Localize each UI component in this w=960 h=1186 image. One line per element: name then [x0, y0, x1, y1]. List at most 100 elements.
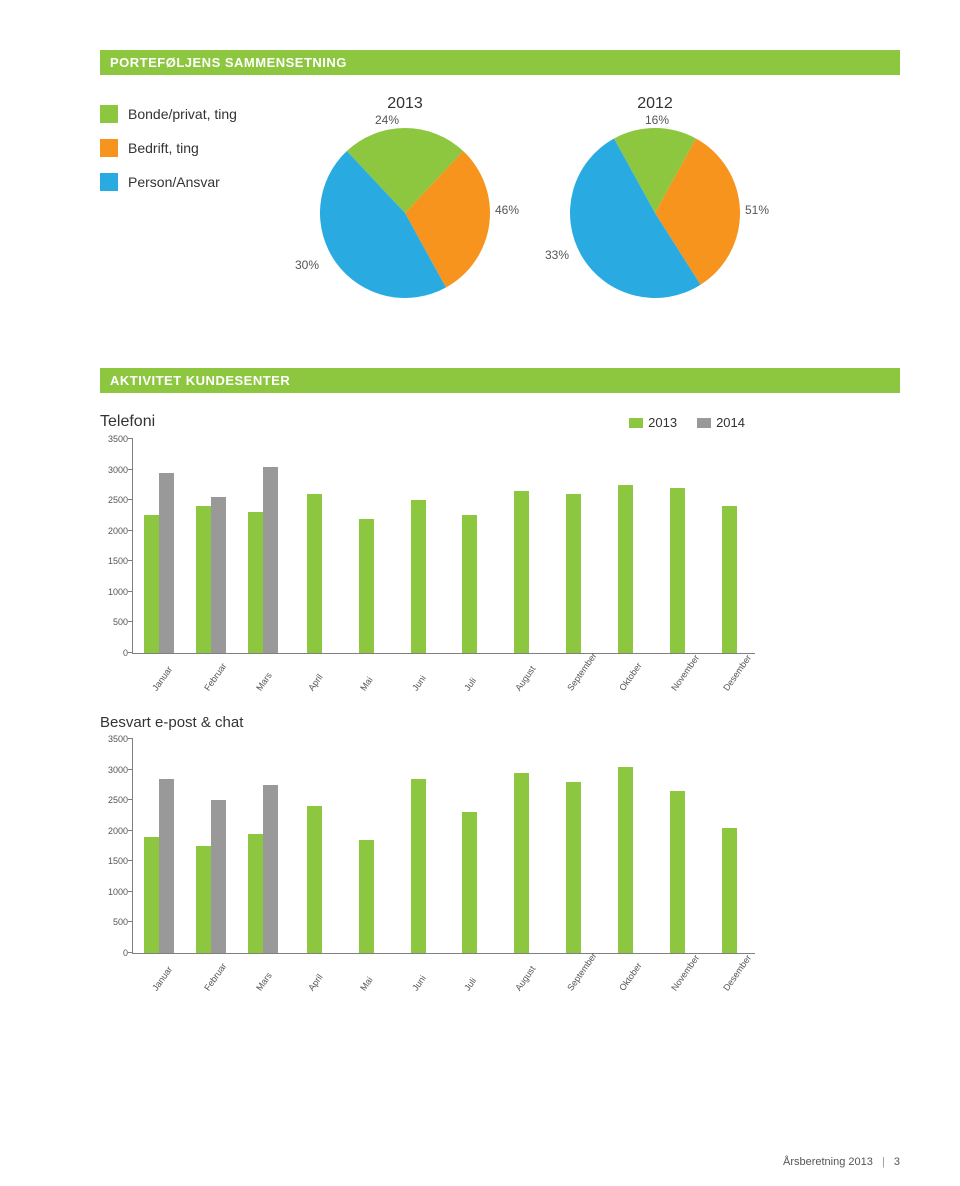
- bar-group: [340, 439, 392, 653]
- page-footer: Årsberetning 2013 | 3: [783, 1156, 900, 1168]
- y-tick-label: 1000: [108, 887, 133, 897]
- legend-swatch: [100, 173, 118, 191]
- y-tick-label: 500: [113, 917, 133, 927]
- pie-slice-label: 51%: [745, 203, 769, 217]
- bar-2014: [263, 467, 278, 653]
- x-labels: JanuarFebruarMarsAprilMaiJuniJuliAugustS…: [132, 658, 755, 674]
- bar-legend-label: 2013: [648, 415, 677, 430]
- pie-wrap: 16% 33% 51%: [570, 128, 740, 298]
- bar-2013: [566, 782, 581, 953]
- bars-container: [133, 739, 755, 953]
- y-tick-label: 2000: [108, 526, 133, 536]
- y-tick-label: 500: [113, 617, 133, 627]
- y-tick-label: 3000: [108, 765, 133, 775]
- bar-group: [185, 439, 237, 653]
- bar-group: [444, 439, 496, 653]
- pie-svg: [570, 128, 740, 298]
- pie-slice-label: 16%: [645, 113, 669, 127]
- pie-slice-label: 24%: [375, 113, 399, 127]
- bar-group: [237, 739, 289, 953]
- bar-group: [133, 439, 185, 653]
- telefoni-chart: 0500100015002000250030003500 JanuarFebrua…: [100, 439, 900, 694]
- bar-2013: [359, 519, 374, 654]
- bar-legend-label: 2014: [716, 415, 745, 430]
- portfolio-legend: Bonde/privat, tingBedrift, tingPerson/An…: [100, 95, 320, 207]
- y-tick-label: 3000: [108, 465, 133, 475]
- bar-2013: [144, 515, 159, 653]
- legend-item: Bedrift, ting: [100, 139, 320, 157]
- bar-2013: [248, 512, 263, 653]
- section-header-activity: AKTIVITET KUNDESENTER: [100, 368, 900, 393]
- pie-year: 2013: [320, 95, 490, 113]
- footer-text: Årsberetning 2013: [783, 1156, 873, 1168]
- section-header-portfolio: PORTEFØLJENS SAMMENSETNING: [100, 50, 900, 75]
- bar-2013: [307, 806, 322, 953]
- bar-group: [496, 739, 548, 953]
- bar-2013: [618, 485, 633, 653]
- bar-2014: [263, 785, 278, 953]
- bar-2013: [514, 491, 529, 653]
- pie-slice-label: 33%: [545, 248, 569, 262]
- bar-2013: [722, 506, 737, 653]
- x-labels: JanuarFebruarMarsAprilMaiJuniJuliAugustS…: [132, 958, 755, 974]
- plot-area: 0500100015002000250030003500: [132, 739, 755, 954]
- pie-charts: 2013 24% 30% 46% 2012 16% 33% 51%: [320, 95, 900, 298]
- pie-year: 2012: [570, 95, 740, 113]
- bar-legend-swatch: [697, 418, 711, 428]
- y-tick-label: 3500: [108, 434, 133, 444]
- activity-section: AKTIVITET KUNDESENTER Telefoni 20132014 …: [100, 368, 900, 994]
- bar-2013: [462, 812, 477, 953]
- chart1-header-row: Telefoni 2013 2014: [100, 413, 900, 431]
- pie-slice-label: 30%: [295, 258, 319, 272]
- y-tick-label: 1000: [108, 587, 133, 597]
- bar-2013: [359, 840, 374, 953]
- bars-container: [133, 439, 755, 653]
- footer-page: 3: [894, 1156, 900, 1168]
- bar-group: [185, 739, 237, 953]
- bar-group: [703, 439, 755, 653]
- bar-2013: [196, 506, 211, 653]
- portfolio-row: Bonde/privat, tingBedrift, tingPerson/An…: [100, 95, 900, 298]
- bar-legend-item: 2013: [629, 415, 677, 430]
- bar-2013: [144, 837, 159, 953]
- plot-area: 0500100015002000250030003500: [132, 439, 755, 654]
- y-tick-label: 2500: [108, 795, 133, 805]
- bar-group: [548, 739, 600, 953]
- bar-legend-item: 2014: [697, 415, 745, 430]
- bar-2013: [670, 488, 685, 653]
- pie-slice-label: 46%: [495, 203, 519, 217]
- chart1-title: Telefoni: [100, 413, 629, 431]
- footer-separator: |: [882, 1156, 885, 1168]
- bar-group: [651, 439, 703, 653]
- bar-group: [444, 739, 496, 953]
- bar-group: [599, 439, 651, 653]
- chart2-title: Besvart e-post & chat: [100, 714, 900, 731]
- bar-2014: [211, 800, 226, 953]
- legend-swatch: [100, 105, 118, 123]
- y-tick-label: 1500: [108, 556, 133, 566]
- pie-block: 2012 16% 33% 51%: [570, 95, 740, 298]
- legend-swatch: [100, 139, 118, 157]
- bar-2013: [514, 773, 529, 953]
- page: PORTEFØLJENS SAMMENSETNING Bonde/privat,…: [0, 0, 960, 1024]
- bar-2013: [566, 494, 581, 653]
- y-tick-label: 0: [123, 648, 133, 658]
- bar-group: [548, 439, 600, 653]
- bar-2013: [618, 767, 633, 953]
- bar-group: [651, 739, 703, 953]
- y-tick-label: 2500: [108, 495, 133, 505]
- bar-group: [599, 739, 651, 953]
- bar-2013: [411, 500, 426, 653]
- bar-2013: [248, 834, 263, 953]
- y-tick-label: 2000: [108, 826, 133, 836]
- bar-legend-swatch: [629, 418, 643, 428]
- bar-2013: [411, 779, 426, 953]
- pie-block: 2013 24% 30% 46%: [320, 95, 490, 298]
- bar-group: [133, 739, 185, 953]
- bar-group: [392, 439, 444, 653]
- bar-2013: [722, 828, 737, 953]
- legend-item: Bonde/privat, ting: [100, 105, 320, 123]
- bar-2013: [307, 494, 322, 653]
- portfolio-section: PORTEFØLJENS SAMMENSETNING Bonde/privat,…: [100, 50, 900, 298]
- epost-chart: 0500100015002000250030003500 JanuarFebrua…: [100, 739, 900, 994]
